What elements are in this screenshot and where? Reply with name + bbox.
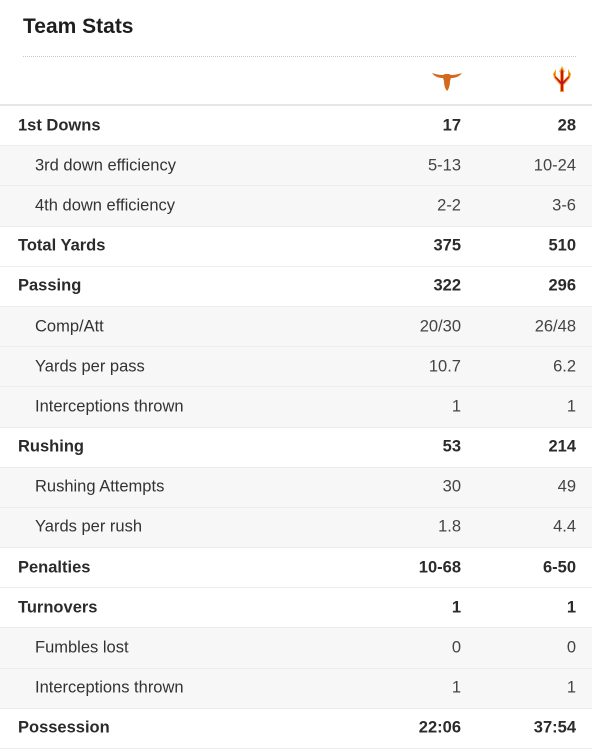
stat-label: Yards per pass: [35, 357, 145, 376]
team1-stat-value: 53: [442, 437, 461, 456]
team1-stat-value: 2-2: [437, 196, 461, 215]
team2-stat-value: 6-50: [542, 558, 576, 577]
stat-row: Yards per rush 1.8 4.4: [0, 507, 592, 549]
team2-stat-value: 49: [557, 477, 576, 496]
team2-stat-value: 1: [566, 678, 576, 697]
stat-row: 3rd down efficiency 5-13 10-24: [0, 146, 592, 187]
team1-stat-value: 1: [451, 397, 461, 416]
stat-row: 1st Downs 17 28: [0, 106, 592, 147]
stat-row: Possession 22:06 37:54: [0, 709, 592, 749]
team1-stat-value: 20/30: [419, 317, 461, 336]
stats-header: Team Stats: [0, 0, 592, 58]
stat-label: Passing: [18, 276, 82, 295]
stat-label: Total Yards: [18, 236, 106, 255]
team1-stat-value: 322: [433, 276, 461, 295]
page-title: Team Stats: [23, 15, 134, 38]
stat-row: Fumbles lost 0 0: [0, 628, 592, 669]
stat-row: Interceptions thrown 1 1: [0, 387, 592, 428]
longhorn-logo-icon: [432, 73, 462, 91]
team2-stat-value: 1: [566, 598, 576, 617]
team2-stat-value: 510: [548, 236, 576, 255]
stat-row: Comp/Att 20/30 26/48: [0, 306, 592, 348]
team2-stat-value: 37:54: [533, 718, 576, 737]
stat-label: Interceptions thrown: [35, 678, 184, 697]
stat-label: Comp/Att: [35, 317, 104, 336]
pitchfork-logo-icon: [553, 66, 571, 92]
team1-stat-value: 22:06: [418, 718, 461, 737]
team1-stat-value: 0: [451, 638, 461, 657]
team1-stat-value: 30: [442, 477, 461, 496]
stat-label: Turnovers: [18, 598, 98, 617]
team2-stat-value: 214: [548, 437, 576, 456]
stat-row: 4th down efficiency 2-2 3-6: [0, 186, 592, 227]
stat-row: Turnovers 1 1: [0, 588, 592, 629]
stat-row: Rushing Attempts 30 49: [0, 467, 592, 508]
dotted-divider: [23, 56, 576, 57]
team2-stat-value: 28: [557, 116, 576, 135]
stats-table: 1st Downs 17 28 3rd down efficiency 5-13 10-2…: [0, 106, 592, 749]
stat-label: Possession: [18, 718, 110, 737]
stat-row: Passing 322 296: [0, 267, 592, 307]
stat-row: Yards per pass 10.7 6.2: [0, 347, 592, 388]
stat-row: Total Yards 375 510: [0, 227, 592, 267]
stat-row: Rushing 53 214: [0, 428, 592, 468]
team1-stat-value: 1.8: [438, 517, 461, 536]
stat-label: Rushing: [18, 437, 84, 456]
stat-row: Interceptions thrown 1 1: [0, 668, 592, 709]
team2-stat-value: 1: [566, 397, 576, 416]
team2-stat-value: 3-6: [552, 196, 576, 215]
stat-label: Interceptions thrown: [35, 397, 184, 416]
stat-label: 3rd down efficiency: [35, 156, 176, 175]
team1-stat-value: 1: [451, 598, 461, 617]
team1-stat-value: 10.7: [428, 357, 461, 376]
team2-stat-value: 10-24: [533, 156, 576, 175]
stat-label: 1st Downs: [18, 116, 101, 135]
stat-label: Fumbles lost: [35, 638, 129, 657]
team2-stat-value: 296: [548, 276, 576, 295]
team1-stat-value: 17: [442, 116, 461, 135]
team1-stat-value: 1: [451, 678, 461, 697]
team-logo-row: [0, 58, 592, 106]
team2-stat-value: 26/48: [534, 317, 576, 336]
team2-stat-value: 4.4: [553, 517, 576, 536]
stat-row: Penalties 10-68 6-50: [0, 548, 592, 589]
team1-stat-value: 10-68: [418, 558, 461, 577]
stat-label: 4th down efficiency: [35, 196, 176, 215]
team1-stat-value: 5-13: [427, 156, 461, 175]
team2-stat-value: 6.2: [553, 357, 576, 376]
team2-stat-value: 0: [566, 638, 576, 657]
stat-label: Rushing Attempts: [35, 477, 165, 496]
stat-label: Penalties: [18, 558, 91, 577]
stat-label: Yards per rush: [35, 517, 142, 536]
team1-stat-value: 375: [433, 236, 461, 255]
